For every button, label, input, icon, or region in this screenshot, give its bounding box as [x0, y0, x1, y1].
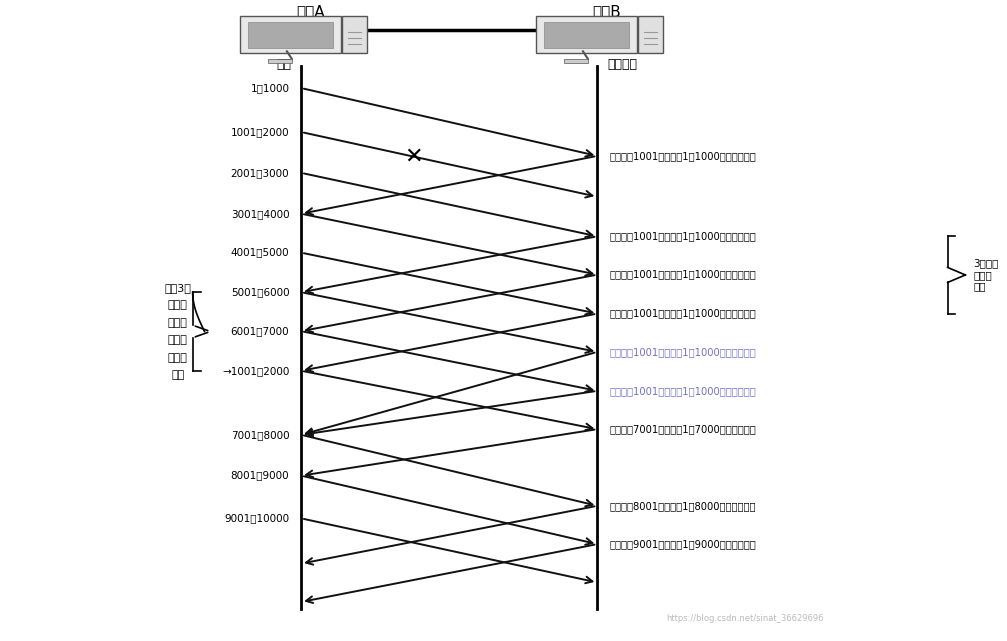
Text: 8001～9000: 8001～9000 — [231, 470, 289, 481]
Text: 答时则: 答时则 — [168, 335, 187, 345]
Text: 4001～5000: 4001～5000 — [231, 247, 289, 258]
Text: →1001～2000: →1001～2000 — [222, 366, 289, 376]
Text: 下一个是1001（已接收1～1000字节的数据）: 下一个是1001（已接收1～1000字节的数据） — [609, 231, 756, 241]
Text: 1～1000: 1～1000 — [251, 83, 289, 93]
FancyBboxPatch shape — [536, 15, 636, 53]
Text: 2001～3000: 2001～3000 — [231, 168, 289, 178]
Text: 下一个是1001（已接收1～1000字节的数据）: 下一个是1001（已接收1～1000字节的数据） — [609, 308, 756, 319]
Text: 确认应: 确认应 — [168, 318, 187, 328]
Text: 3次重复
的确认
应答: 3次重复 的确认 应答 — [973, 258, 999, 292]
Text: 数据: 数据 — [276, 58, 291, 71]
Text: https://blog.csdn.net/sinat_36629696: https://blog.csdn.net/sinat_36629696 — [667, 614, 824, 624]
Text: 9001～10000: 9001～10000 — [225, 513, 289, 524]
Text: 6001～7000: 6001～7000 — [231, 326, 289, 336]
FancyBboxPatch shape — [564, 59, 588, 63]
Text: 下一个是1001（已接收1～1000字节的数据）: 下一个是1001（已接收1～1000字节的数据） — [609, 270, 756, 279]
FancyBboxPatch shape — [268, 59, 292, 63]
Text: ✕: ✕ — [405, 147, 423, 167]
Text: 收到3个: 收到3个 — [164, 283, 191, 292]
Text: 确认应答: 确认应答 — [607, 58, 637, 71]
Text: 下一个是8001（已接收1～8000字节的数据）: 下一个是8001（已接收1～8000字节的数据） — [609, 501, 755, 511]
FancyBboxPatch shape — [637, 15, 664, 53]
Text: 1001～2000: 1001～2000 — [231, 127, 289, 137]
FancyBboxPatch shape — [341, 15, 368, 53]
Text: 5001～6000: 5001～6000 — [231, 287, 289, 297]
FancyBboxPatch shape — [544, 22, 628, 47]
Text: 下一个是9001（已接收1～9000字节的数据）: 下一个是9001（已接收1～9000字节的数据） — [609, 539, 756, 549]
Text: 7001～8000: 7001～8000 — [231, 430, 289, 440]
Text: 同样的: 同样的 — [168, 300, 187, 310]
Text: 发。: 发。 — [171, 370, 184, 381]
Text: 3001～4000: 3001～4000 — [231, 209, 289, 219]
Text: 下一个是1001（已接收1～1000字节的数据）: 下一个是1001（已接收1～1000字节的数据） — [609, 151, 756, 161]
FancyBboxPatch shape — [248, 22, 332, 47]
Text: 下一个是1001（已接收1～1000字节的数据）: 下一个是1001（已接收1～1000字节的数据） — [609, 386, 756, 396]
FancyBboxPatch shape — [240, 15, 340, 53]
Text: 主机A: 主机A — [297, 4, 325, 19]
Text: 进行重: 进行重 — [168, 353, 187, 363]
Text: 下一个是7001（已接收1～7000字节的数据）: 下一个是7001（已接收1～7000字节的数据） — [609, 424, 756, 434]
Text: 主机B: 主机B — [593, 4, 621, 19]
Text: 下一个是1001（已接收1～1000字节的数据）: 下一个是1001（已接收1～1000字节的数据） — [609, 347, 756, 357]
